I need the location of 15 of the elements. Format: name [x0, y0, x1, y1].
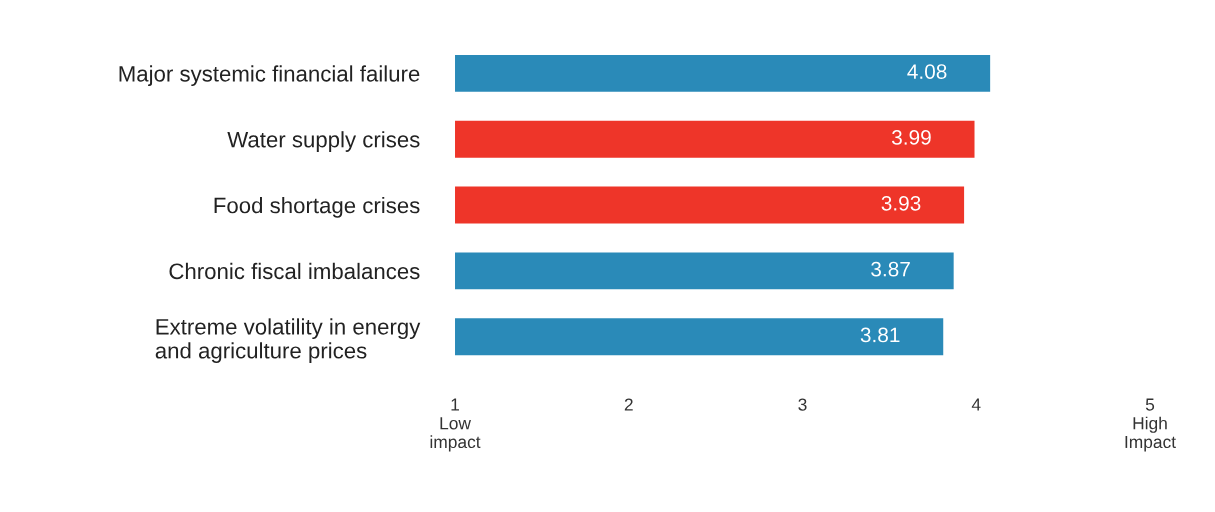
- data-label: 3.87: [871, 261, 910, 277]
- data-label: 3.93: [881, 195, 921, 211]
- x-tick-label: 2: [624, 398, 633, 411]
- y-tick-label: Chronic fiscal imbalances: [169, 262, 420, 280]
- data-label: 3.81: [860, 327, 900, 343]
- y-tick-label: Water supply crises: [227, 131, 420, 152]
- x-tick-label: 3: [798, 398, 807, 411]
- data-label: 4.08: [907, 64, 947, 79]
- y-tick-label: Extreme volatility in energy and agriculture prices: [155, 318, 421, 363]
- x-tick-label: 4: [971, 398, 981, 411]
- y-tick-label: Major systemic financial failure: [119, 65, 420, 87]
- x-tick-label: 5 High Impact: [1125, 398, 1176, 452]
- data-label: 3.99: [891, 130, 931, 145]
- y-tick-label: Food shortage crises: [214, 197, 420, 218]
- x-tick-label: 1 Low impact: [430, 398, 481, 452]
